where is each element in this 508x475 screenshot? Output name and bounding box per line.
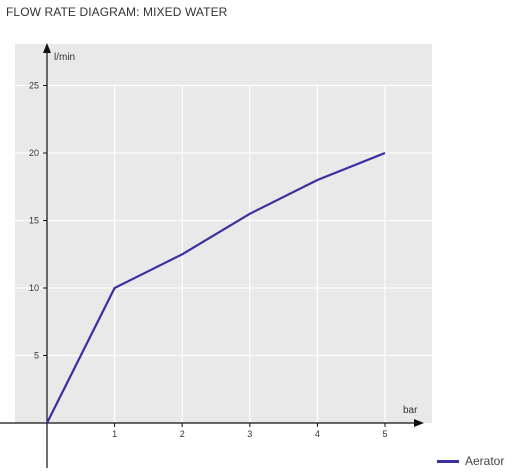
y-tick-label: 25 xyxy=(29,81,39,91)
legend-label: Aerator xyxy=(465,454,505,468)
axes xyxy=(0,43,424,468)
x-axis-arrow xyxy=(414,419,424,427)
grid-lines xyxy=(15,84,432,423)
series-line-aerator xyxy=(46,151,386,424)
y-tick-label: 10 xyxy=(29,283,39,293)
legend: Aerator xyxy=(437,454,504,468)
y-tick-label: 15 xyxy=(29,216,39,226)
legend-swatch xyxy=(437,459,459,463)
x-tick-label: 2 xyxy=(180,429,185,439)
y-axis-arrow xyxy=(43,43,51,53)
x-tick-label: 1 xyxy=(112,429,117,439)
plot-area xyxy=(15,44,432,423)
y-axis-label: l/min xyxy=(54,52,75,63)
y-tick-label: 5 xyxy=(34,351,39,361)
x-tick-label: 5 xyxy=(382,429,387,439)
tick-labels: 1 2 3 4 5 5 10 15 20 25 xyxy=(29,81,388,440)
chart-title: FLOW RATE DIAGRAM: MIXED WATER xyxy=(6,5,228,19)
x-tick-label: 4 xyxy=(315,429,320,439)
series-group xyxy=(46,151,386,424)
y-tick-label: 20 xyxy=(29,148,39,158)
x-axis-label: bar xyxy=(403,405,418,416)
x-tick-label: 3 xyxy=(247,429,252,439)
